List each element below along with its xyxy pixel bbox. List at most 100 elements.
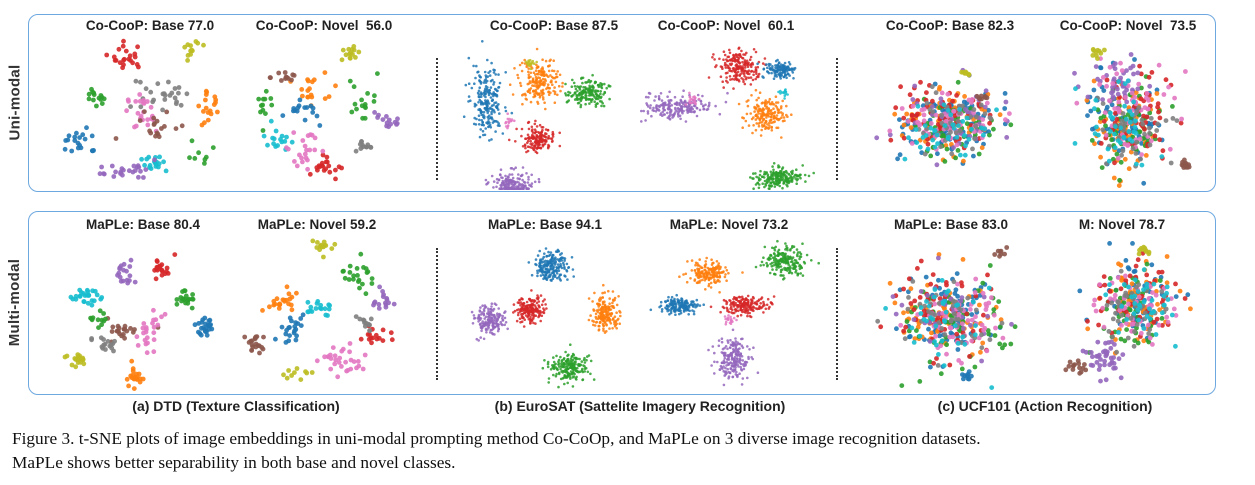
embedding-point <box>148 104 154 110</box>
embedding-point <box>501 314 504 318</box>
embedding-point <box>155 81 161 87</box>
embedding-point <box>351 84 357 90</box>
embedding-point <box>740 68 744 72</box>
embedding-point <box>517 181 520 184</box>
embedding-point <box>492 319 495 322</box>
embedding-point <box>566 375 569 378</box>
embedding-point <box>1139 141 1144 146</box>
embedding-point <box>139 156 144 162</box>
embedding-point <box>565 365 568 369</box>
embedding-point <box>547 93 551 96</box>
embedding-point <box>795 248 799 251</box>
embedding-point <box>1090 126 1095 132</box>
embedding-point <box>534 258 538 261</box>
embedding-point <box>541 269 544 272</box>
embedding-point <box>559 264 563 268</box>
embedding-point <box>530 125 534 129</box>
embedding-point <box>353 55 358 60</box>
embedding-point <box>541 138 545 142</box>
embedding-point <box>320 148 326 154</box>
embedding-point <box>756 65 760 69</box>
embedding-point <box>694 261 698 265</box>
embedding-point <box>318 306 324 312</box>
embedding-point <box>534 85 538 88</box>
embedding-point <box>74 130 79 136</box>
embedding-point <box>742 53 745 56</box>
embedding-point <box>521 297 524 301</box>
embedding-point <box>359 139 364 144</box>
embedding-point <box>477 339 480 342</box>
embedding-point <box>1074 100 1080 106</box>
embedding-point <box>769 254 773 257</box>
embedding-point <box>921 118 927 124</box>
embedding-point <box>943 143 949 148</box>
embedding-point <box>530 185 533 188</box>
embedding-point <box>602 104 606 108</box>
embedding-point <box>969 126 974 132</box>
embedding-point <box>1141 180 1147 186</box>
embedding-point <box>756 116 759 120</box>
embedding-point <box>754 77 757 81</box>
embedding-point <box>124 108 129 114</box>
embedding-point <box>562 357 566 360</box>
embedding-point <box>355 359 361 364</box>
embedding-point <box>754 118 758 121</box>
embedding-point <box>673 113 676 116</box>
tsne-eurosat-base-uni <box>462 40 612 190</box>
embedding-point <box>777 180 781 184</box>
embedding-point <box>788 63 792 66</box>
embedding-point <box>744 61 747 65</box>
embedding-point <box>519 308 523 311</box>
embedding-point <box>690 97 693 101</box>
embedding-point <box>608 319 612 322</box>
embedding-point <box>1114 116 1120 122</box>
embedding-point <box>494 130 497 133</box>
embedding-point <box>521 102 524 106</box>
embedding-point <box>559 355 562 359</box>
embedding-point <box>780 116 783 119</box>
embedding-point <box>534 314 538 317</box>
embedding-point <box>363 291 369 297</box>
embedding-point <box>654 95 657 98</box>
embedding-point <box>567 94 570 97</box>
embedding-point <box>559 262 562 266</box>
embedding-point <box>784 259 788 262</box>
multi-modal-label-text: Multi-modal <box>6 258 24 346</box>
embedding-point <box>742 80 745 83</box>
embedding-point <box>482 337 486 341</box>
embedding-point <box>488 70 492 73</box>
embedding-point <box>939 90 945 96</box>
embedding-point <box>790 260 793 264</box>
embedding-point <box>723 61 727 65</box>
embedding-point <box>1132 57 1137 62</box>
embedding-point <box>508 83 512 86</box>
embedding-point <box>782 181 786 185</box>
embedding-point <box>1179 116 1184 122</box>
embedding-point <box>704 260 707 263</box>
embedding-point <box>489 79 493 83</box>
embedding-point <box>580 369 584 372</box>
uni-modal-label-text: Uni-modal <box>6 63 24 141</box>
embedding-point <box>287 333 292 338</box>
embedding-point <box>548 59 551 63</box>
embedding-point <box>1126 166 1132 172</box>
embedding-point <box>979 125 984 131</box>
embedding-point <box>522 311 526 315</box>
embedding-point <box>176 85 182 90</box>
embedding-point <box>700 102 703 106</box>
embedding-point <box>780 274 783 277</box>
embedding-point <box>574 87 578 91</box>
embedding-point <box>484 327 488 331</box>
embedding-point <box>1160 148 1166 154</box>
embedding-point <box>1101 118 1107 124</box>
embedding-point <box>1119 68 1125 73</box>
embedding-point <box>1131 99 1136 105</box>
embedding-point <box>494 73 497 76</box>
embedding-point <box>1118 159 1124 165</box>
embedding-point <box>527 175 530 179</box>
embedding-point <box>583 367 587 371</box>
embedding-point <box>486 86 489 89</box>
embedding-point <box>728 48 731 52</box>
embedding-point <box>472 64 475 68</box>
embedding-point <box>553 92 557 96</box>
